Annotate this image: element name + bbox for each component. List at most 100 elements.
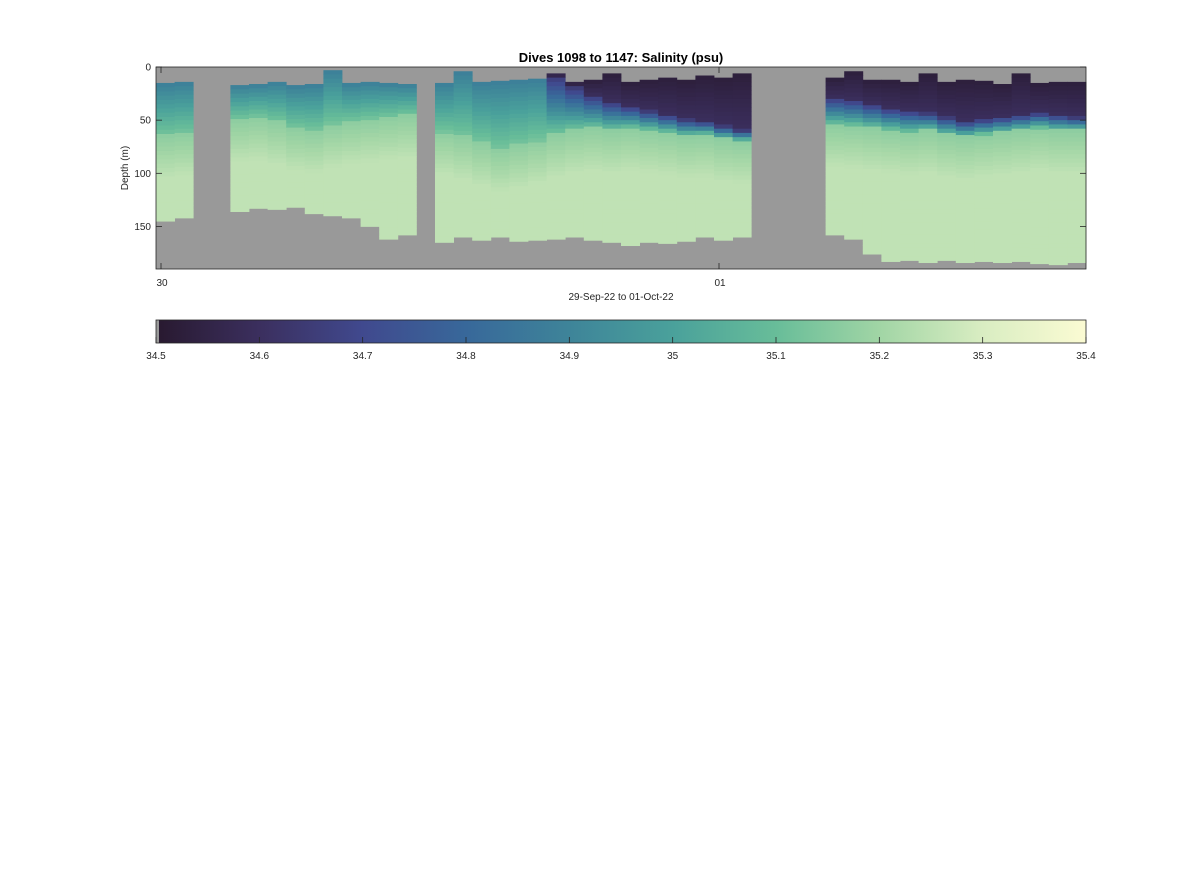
salinity-cell	[472, 132, 492, 138]
salinity-cell	[900, 209, 919, 215]
salinity-cell	[472, 213, 492, 219]
salinity-cell	[602, 132, 622, 138]
salinity-cell	[230, 136, 250, 141]
salinity-cell	[714, 98, 733, 104]
salinity-cell	[844, 181, 864, 187]
salinity-cell	[490, 119, 510, 124]
salinity-cell	[565, 234, 585, 238]
salinity-cell	[490, 136, 510, 141]
salinity-cell	[267, 154, 287, 159]
salinity-cell	[453, 228, 473, 234]
salinity-cell	[1048, 230, 1068, 236]
salinity-cell	[509, 96, 529, 102]
salinity-cell	[397, 126, 417, 132]
salinity-cell	[714, 154, 733, 159]
salinity-cell	[323, 95, 343, 101]
salinity-cell	[1011, 200, 1031, 206]
salinity-cell	[881, 84, 901, 89]
salinity-cell	[602, 98, 622, 104]
salinity-cell	[342, 214, 361, 219]
salinity-cell	[676, 96, 696, 102]
salinity-cell	[323, 172, 343, 177]
profile-column	[304, 84, 324, 215]
salinity-cell	[453, 84, 473, 89]
salinity-cell	[955, 130, 975, 136]
salinity-cell	[453, 190, 473, 195]
salinity-cell	[435, 82, 454, 88]
salinity-cell	[918, 98, 938, 104]
salinity-cell	[174, 188, 194, 193]
salinity-cell	[602, 158, 622, 164]
salinity-cell	[342, 129, 361, 135]
salinity-cell	[658, 107, 678, 113]
salinity-cell	[304, 190, 324, 195]
salinity-cell	[602, 179, 622, 185]
salinity-cell	[676, 203, 696, 208]
salinity-cell	[583, 160, 603, 166]
salinity-cell	[1048, 166, 1068, 172]
salinity-cell	[621, 192, 640, 198]
salinity-cell	[472, 94, 492, 100]
salinity-cell	[1067, 124, 1087, 130]
profile-column	[174, 81, 194, 219]
salinity-cell	[1030, 257, 1050, 262]
salinity-cell	[360, 149, 380, 155]
salinity-cell	[490, 157, 510, 163]
salinity-cell	[900, 234, 919, 240]
salinity-cell	[900, 128, 919, 134]
salinity-cell	[360, 145, 380, 151]
salinity-cell	[286, 136, 306, 141]
salinity-cell	[937, 192, 957, 198]
salinity-cell	[676, 207, 696, 212]
profile-column	[397, 84, 417, 236]
salinity-cell	[490, 170, 510, 175]
salinity-cell	[639, 232, 659, 238]
salinity-cell	[528, 155, 547, 160]
salinity-cell	[1048, 98, 1068, 104]
salinity-cell	[583, 194, 603, 200]
salinity-cell	[435, 159, 454, 165]
salinity-cell	[881, 130, 901, 136]
salinity-cell	[286, 97, 306, 103]
salinity-cell	[695, 84, 715, 89]
salinity-cell	[862, 186, 882, 191]
salinity-cell	[639, 92, 659, 98]
salinity-cell	[621, 230, 640, 236]
salinity-cell	[714, 213, 733, 219]
salinity-cell	[676, 79, 696, 85]
profile-column	[472, 81, 492, 241]
salinity-cell	[1048, 239, 1068, 244]
salinity-cell	[1011, 226, 1031, 232]
salinity-cell	[435, 108, 454, 114]
salinity-cell	[286, 144, 306, 150]
profile-column	[621, 81, 640, 247]
salinity-cell	[918, 86, 938, 91]
salinity-cell	[621, 205, 640, 210]
salinity-cell	[1067, 141, 1087, 147]
salinity-cell	[435, 197, 454, 203]
salinity-cell	[676, 88, 696, 93]
salinity-cell	[974, 170, 994, 175]
salinity-cell	[397, 215, 417, 221]
salinity-cell	[918, 175, 938, 181]
salinity-cell	[1030, 176, 1050, 182]
salinity-cell	[379, 125, 399, 131]
salinity-cell	[900, 192, 919, 198]
salinity-cell	[900, 162, 919, 168]
salinity-cell	[304, 160, 324, 166]
salinity-cell	[732, 98, 752, 104]
salinity-cell	[583, 169, 603, 174]
salinity-cell	[509, 198, 529, 204]
salinity-cell	[565, 90, 585, 96]
plot-frame	[155, 66, 1087, 270]
salinity-cell	[676, 228, 696, 234]
salinity-cell	[546, 175, 566, 181]
salinity-cell	[286, 106, 306, 111]
salinity-cell	[286, 174, 306, 180]
salinity-cell	[379, 223, 399, 228]
salinity-cell	[862, 198, 882, 204]
salinity-cell	[453, 207, 473, 212]
profile-column	[1030, 82, 1050, 265]
salinity-cell	[230, 178, 250, 184]
salinity-cell	[397, 147, 417, 153]
